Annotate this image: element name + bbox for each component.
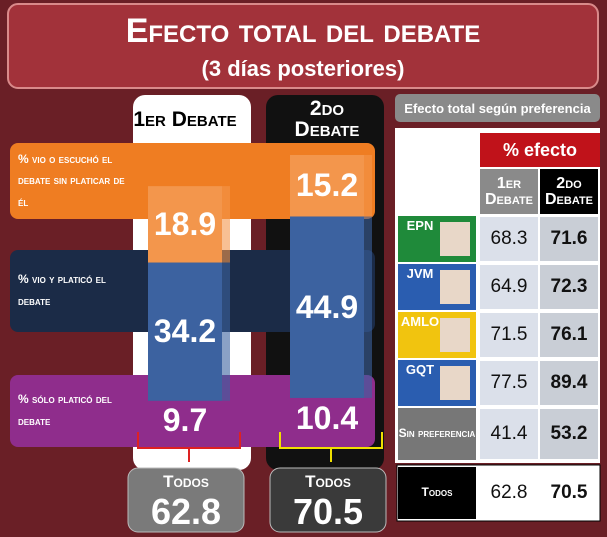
- cell-value: 64.9: [490, 276, 528, 297]
- header-box: [480, 133, 600, 167]
- row-label: Sin preferencia: [398, 426, 476, 441]
- column-head-box: [540, 169, 598, 214]
- cell-value: 72.3: [550, 276, 588, 297]
- series-label: % sólo platicó del debate: [18, 392, 112, 428]
- cell-box: [480, 265, 538, 309]
- row-label: JVM: [406, 266, 434, 281]
- cell-value: 77.5: [490, 372, 528, 393]
- column-header: 1er Debate: [484, 174, 534, 208]
- bar-side: [222, 186, 230, 263]
- candidate-photo: [440, 222, 470, 256]
- cell-box: [480, 313, 538, 357]
- candidate-photo: [440, 366, 470, 400]
- cell-value: 68.3: [490, 228, 528, 249]
- value-label: 44.9: [295, 288, 359, 325]
- bar-side: [364, 155, 372, 217]
- bar-segment: [290, 155, 364, 217]
- row-label: AMLO: [400, 314, 440, 329]
- category-label: 1er Debate: [133, 107, 237, 131]
- cell-box: [540, 265, 598, 309]
- total-box: [127, 467, 245, 533]
- value-label: 9.7: [162, 401, 208, 438]
- cell-box: [540, 468, 598, 518]
- total-box: [269, 467, 387, 533]
- category-label: 2do Debate: [294, 97, 360, 141]
- cell-value: 71.6: [550, 228, 588, 249]
- table-title: Efecto total según preferencia: [404, 100, 591, 116]
- bar-segment: [148, 186, 222, 263]
- series-label: % vio o escuchó el debate sin platicar d…: [18, 151, 125, 209]
- bar-segment: [290, 397, 364, 440]
- bar-side: [364, 216, 372, 398]
- cell-box: [540, 409, 598, 459]
- row-label-box: [398, 408, 476, 460]
- cell-box: [540, 313, 598, 357]
- bar-side: [364, 397, 372, 440]
- title: Efecto total del debate: [125, 11, 481, 50]
- band: [10, 143, 375, 219]
- value-label: 18.9: [153, 205, 217, 242]
- column-head-box: [480, 169, 538, 214]
- series-label: % vio y platicó el debate: [18, 272, 106, 308]
- bar-segment: [290, 216, 364, 398]
- row-label-box: [398, 467, 476, 519]
- row-label: Todos: [421, 485, 453, 500]
- subtitle: (3 días posteriores): [201, 56, 405, 81]
- cell-value: 71.5: [490, 324, 528, 345]
- cell-box: [480, 217, 538, 261]
- cell-box: [540, 217, 598, 261]
- value-label: 10.4: [295, 400, 359, 437]
- bracket: [279, 432, 383, 462]
- candidate-photo: [440, 270, 470, 304]
- cell-value: 76.1: [550, 324, 588, 345]
- bar-side: [222, 262, 230, 401]
- total-value: 70.5: [292, 491, 364, 532]
- table-header: % efecto: [502, 139, 578, 160]
- table-title-box: [395, 94, 600, 122]
- total-value: 62.8: [150, 491, 222, 532]
- cell-box: [540, 361, 598, 405]
- total-label: Todos: [305, 472, 351, 491]
- cell-box: [480, 409, 538, 459]
- value-label: 34.2: [153, 313, 217, 350]
- cell-value: 41.4: [490, 423, 528, 444]
- row-label: EPN: [406, 218, 434, 233]
- cell-value: 53.2: [550, 423, 588, 444]
- column-header: 2do Debate: [544, 174, 594, 208]
- value-label: 15.2: [295, 167, 359, 204]
- row-label: GQT: [405, 362, 435, 377]
- bracket: [137, 432, 241, 462]
- cell-value: 70.5: [550, 482, 588, 503]
- candidate-photo: [440, 318, 470, 352]
- cell-value: 62.8: [490, 482, 528, 503]
- bar-segment: [148, 400, 222, 440]
- cell-value: 89.4: [550, 372, 588, 393]
- total-label: Todos: [163, 472, 209, 491]
- title-box: [7, 3, 599, 89]
- cell-box: [480, 468, 538, 518]
- bar-segment: [148, 262, 222, 401]
- cell-box: [480, 361, 538, 405]
- bar-side: [222, 400, 230, 440]
